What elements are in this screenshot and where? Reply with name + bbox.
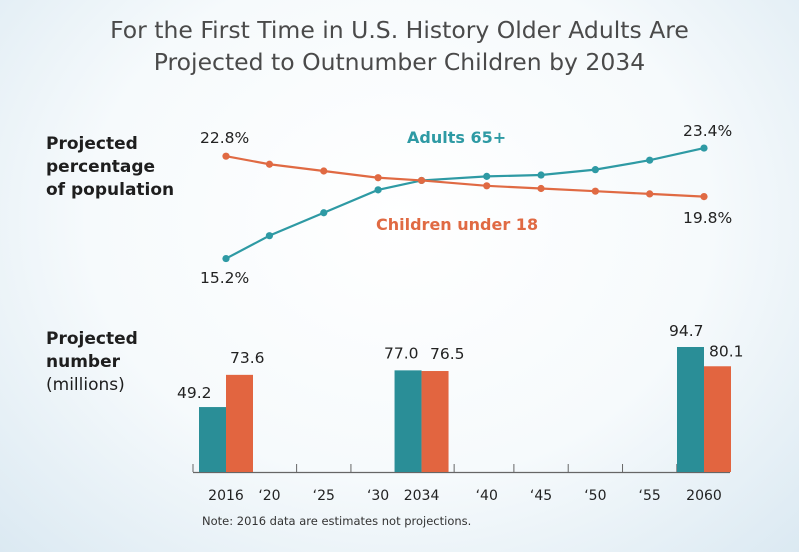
line-series-adults xyxy=(225,147,705,260)
line-panel-label: Projected percentage of population xyxy=(46,133,174,202)
bar-children xyxy=(704,366,731,472)
line-point-children xyxy=(483,182,491,190)
x-tick-label: ‘45 xyxy=(530,488,552,504)
line-point-adults xyxy=(483,172,491,180)
x-tick-label: 2060 xyxy=(686,488,722,504)
line-point-children xyxy=(646,190,654,198)
line-point-adults xyxy=(537,171,545,179)
line-point-children xyxy=(265,160,274,168)
x-tick-label: 2034 xyxy=(404,488,440,504)
x-tick-label: ‘30 xyxy=(367,488,389,504)
bar-adults xyxy=(199,407,226,472)
x-tick-label: ‘50 xyxy=(584,488,606,504)
x-tick-label: ‘20 xyxy=(258,488,280,504)
line-point-adults xyxy=(700,144,708,152)
line-point-adults xyxy=(222,254,230,263)
bar-label-children: 73.6 xyxy=(230,349,265,367)
line-point-adults xyxy=(374,186,382,194)
footnote: Note: 2016 data are estimates not projec… xyxy=(202,514,472,528)
chart-title: For the First Time in U.S. History Older… xyxy=(0,14,799,78)
line-point-adults xyxy=(320,209,328,217)
bar-label-adults: 77.0 xyxy=(384,344,419,362)
bar-panel-label-3: (millions) xyxy=(46,375,125,395)
bar-adults xyxy=(394,370,422,472)
bar-label-adults: 49.2 xyxy=(177,384,212,402)
line-point-adults xyxy=(265,232,274,240)
chart-title-line-1: For the First Time in U.S. History Older… xyxy=(110,16,689,44)
bar-label-children: 80.1 xyxy=(709,342,744,360)
line-point-children xyxy=(591,187,599,195)
bar-label-children: 76.5 xyxy=(430,345,465,363)
line-point-children xyxy=(222,152,230,160)
bar-label-adults: 94.7 xyxy=(669,322,704,340)
x-tick-label: ‘40 xyxy=(476,488,498,504)
bar-children xyxy=(226,374,253,472)
line-point-children xyxy=(700,192,708,201)
label-children-end: 19.8% xyxy=(683,209,732,227)
line-point-children xyxy=(537,184,545,193)
line-panel-label-3: of population xyxy=(46,180,175,200)
line-point-children xyxy=(374,174,382,182)
label-adults-start: 15.2% xyxy=(200,269,249,287)
bar-panel-label: Projected number (millions) xyxy=(46,328,138,397)
line-panel-label-2: percentage xyxy=(46,157,156,177)
line-point-adults xyxy=(591,166,599,174)
label-adults-end: 23.4% xyxy=(683,122,732,140)
bar-children xyxy=(421,371,449,472)
bar-panel-label-1: Projected xyxy=(46,329,138,349)
chart-title-line-2: Projected to Outnumber Children by 2034 xyxy=(153,48,646,76)
line-point-children xyxy=(320,167,328,175)
x-tick-label: ‘55 xyxy=(639,488,661,504)
bar-adults xyxy=(677,346,704,472)
series-label-children: Children under 18 xyxy=(376,215,538,234)
bar-panel-label-2: number xyxy=(46,352,121,372)
x-tick-label: 2016 xyxy=(208,488,244,504)
line-point-adults xyxy=(646,156,654,164)
label-children-start: 22.8% xyxy=(200,129,249,147)
x-tick-label: ‘25 xyxy=(313,488,335,504)
line-point-children xyxy=(417,176,426,185)
line-series-children xyxy=(225,155,705,198)
series-label-adults: Adults 65+ xyxy=(407,128,506,147)
line-panel-label-1: Projected xyxy=(46,134,138,154)
